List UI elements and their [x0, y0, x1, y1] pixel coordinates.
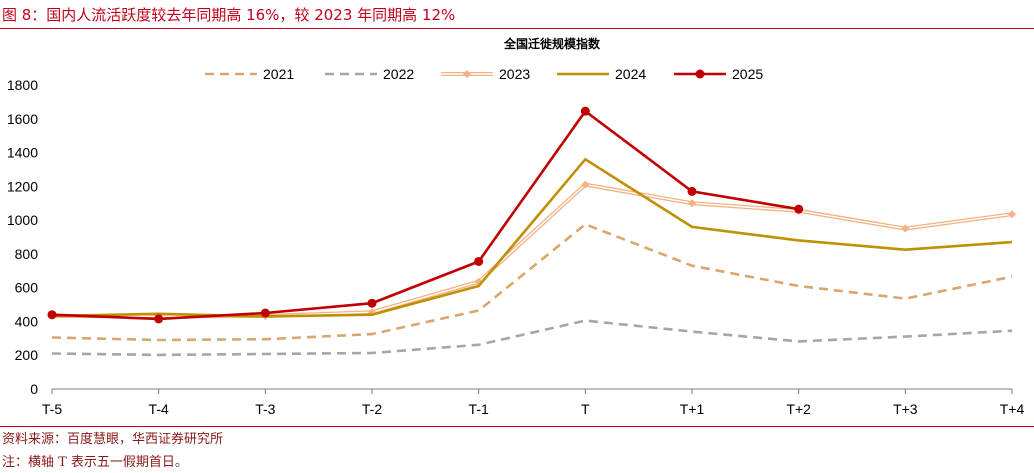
- figure-title: 图 8：国内人流活跃度较去年同期高 16%，较 2023 年同期高 12%: [2, 6, 456, 24]
- chart-title: 全国迁徙规模指数: [503, 36, 601, 51]
- x-tick-label: T: [581, 401, 590, 417]
- legend-item-2021: 2021: [205, 66, 294, 82]
- data-point-2023: [901, 224, 910, 233]
- x-tick-label: T-4: [149, 401, 169, 417]
- y-tick-label: 0: [30, 381, 38, 397]
- legend-label: 2021: [263, 66, 294, 82]
- data-point-2025: [260, 308, 270, 318]
- source-note: 资料来源：百度慧眼，华西证券研究所: [2, 432, 224, 447]
- data-point-2023: [1008, 210, 1016, 219]
- y-tick-label: 1200: [7, 178, 38, 194]
- data-point-2025: [474, 256, 484, 266]
- y-tick-label: 1600: [7, 111, 38, 127]
- y-tick-label: 400: [15, 313, 39, 329]
- bottom-divider: [0, 426, 1034, 427]
- legend-label: 2024: [615, 66, 646, 82]
- y-tick-label: 1000: [7, 212, 38, 228]
- y-tick-label: 800: [15, 246, 39, 262]
- series-2022: [51, 319, 1013, 357]
- title-divider: [0, 28, 1034, 29]
- x-tick-label: T-3: [255, 401, 275, 417]
- legend-marker: [695, 69, 705, 79]
- data-point-2025: [580, 106, 590, 116]
- y-tick-label: 1400: [7, 145, 38, 161]
- series-line-2021: [51, 222, 1013, 342]
- series-line-2022: [51, 319, 1013, 357]
- series-2024: [51, 157, 1013, 318]
- series-line-inner-2023: [51, 183, 1013, 318]
- series-line-2024: [51, 157, 1013, 318]
- y-tick-label: 1800: [7, 77, 38, 93]
- line-chart: 全国迁徙规模指数 0 200 400 600 800 1000 1200 1400 1600 180…: [7, 36, 1025, 417]
- legend-label: 2023: [499, 66, 530, 82]
- y-tick-label: 600: [15, 280, 39, 296]
- legend-item-2023: 2023: [441, 66, 530, 82]
- x-tick-label: T+4: [1000, 401, 1025, 417]
- legend-label: 2025: [732, 66, 763, 82]
- x-tick-label: T+3: [893, 401, 918, 417]
- axis-note: 注：横轴 T 表示五一假期首日。: [2, 455, 188, 470]
- series-line-2025: [51, 109, 799, 321]
- legend-item-2024: 2024: [557, 66, 646, 82]
- data-point-2023: [581, 180, 590, 189]
- x-tick-label: T+2: [786, 401, 811, 417]
- x-tick-label: T+1: [680, 401, 705, 417]
- x-tick-label: T-2: [362, 401, 382, 417]
- data-point-2025: [154, 314, 164, 324]
- series-2021: [51, 222, 1013, 342]
- legend-marker: [463, 70, 471, 78]
- data-point-2025: [687, 186, 697, 196]
- legend-label: 2022: [383, 66, 414, 82]
- data-point-2025: [47, 310, 57, 320]
- series-2023: [48, 180, 1016, 321]
- series-line-2023: [51, 182, 1013, 319]
- x-tick-label: T-1: [469, 401, 489, 417]
- y-tick-label: 200: [15, 347, 39, 363]
- series-2025: [47, 106, 804, 324]
- data-point-2023: [688, 199, 696, 208]
- data-point-2025: [794, 204, 804, 214]
- data-point-2025: [367, 298, 377, 308]
- legend-item-2022: 2022: [325, 66, 414, 82]
- legend-item-2025: 2025: [674, 66, 763, 82]
- x-tick-label: T-5: [42, 401, 62, 417]
